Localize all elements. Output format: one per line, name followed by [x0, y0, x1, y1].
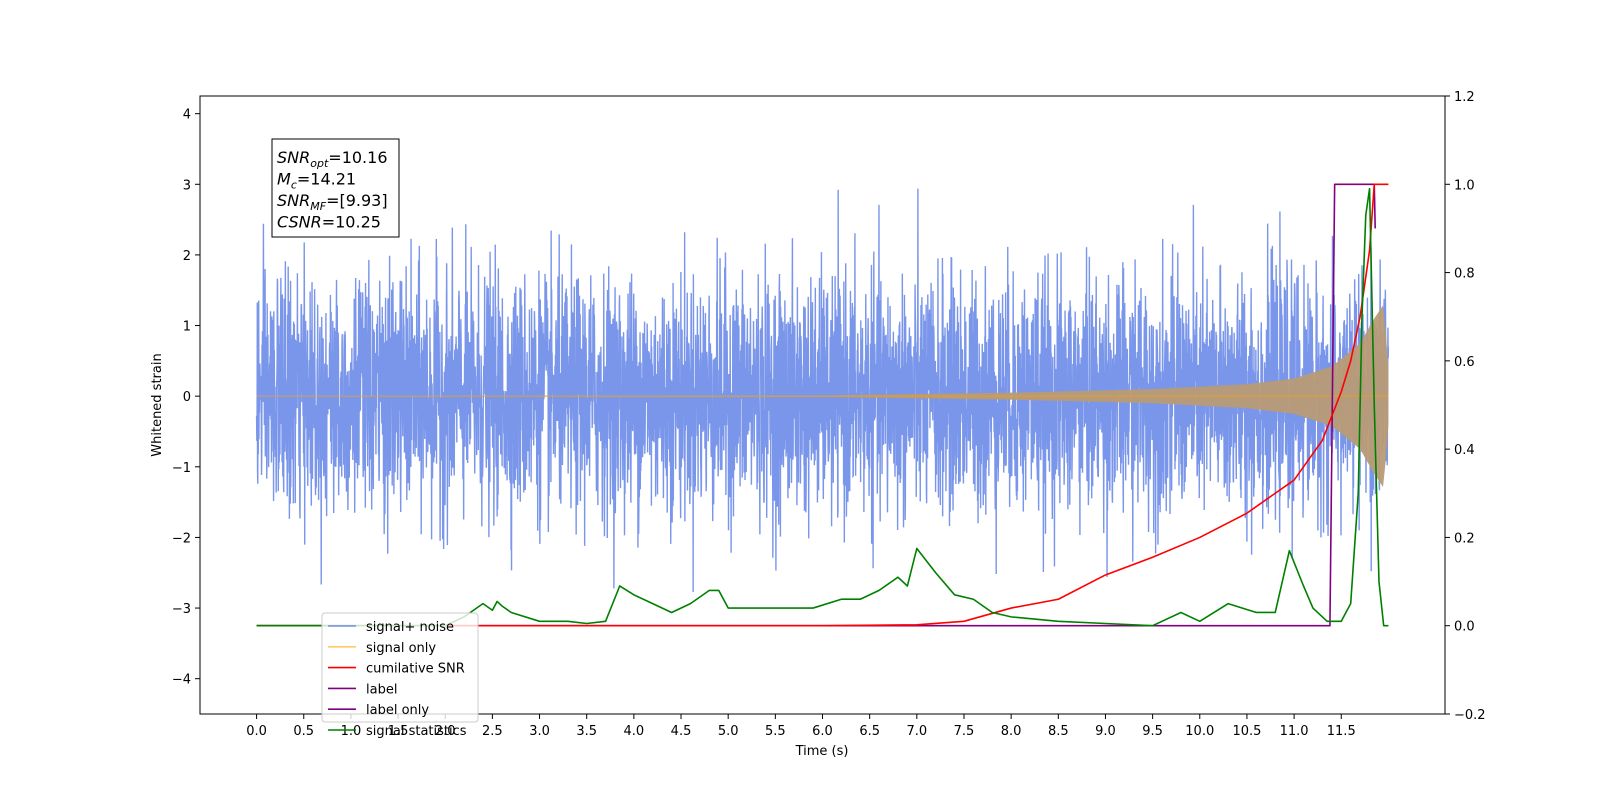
annotation-symbol: SNR [277, 148, 310, 167]
x-tick-label: 4.0 [624, 724, 645, 739]
legend: signal+ noise signal only cumilative SNR la… [321, 612, 479, 739]
annotation-subscript: MF [310, 200, 326, 213]
x-tick-label: 2.0 [435, 724, 456, 739]
legend-label: signal+ noise [366, 620, 454, 635]
annotation-line: SNRMF=[9.93] [277, 191, 388, 213]
annotation-symbol: SNR [277, 191, 310, 210]
y-tick-label: −4 [172, 673, 191, 688]
x-axis-title: Time (s) [795, 744, 849, 759]
x-tick-label: 10.5 [1232, 724, 1261, 739]
y-tick-label: 0 [183, 390, 191, 405]
x-tick-label: 1.0 [341, 724, 362, 739]
legend-label: signal statistics [366, 724, 467, 739]
annotation-subscript: opt [310, 157, 329, 170]
x-tick-label: 6.5 [859, 724, 880, 739]
x-tick-label: 11.0 [1280, 724, 1309, 739]
series-signal-plus-noise [255, 188, 1390, 593]
x-axis: 0.0 0.5 1.0 1.5 2.0 2.5 3.0 3.5 4.0 4.5 5.0 5.5 6.0 6… [246, 714, 1356, 739]
x-tick-label: 7.0 [906, 724, 927, 739]
annotation-subscript: c [291, 179, 297, 192]
x-tick-label: 10.0 [1185, 724, 1214, 739]
y-axis-right: 1.2 1.0 0.8 0.6 0.4 0.2 0.0 −0.2 [1445, 90, 1486, 723]
y2-tick-label: 1.0 [1454, 178, 1475, 193]
x-tick-label: 5.5 [765, 724, 786, 739]
y2-tick-label: −0.2 [1454, 708, 1486, 723]
y2-tick-label: 0.8 [1454, 267, 1475, 282]
y-tick-label: −1 [172, 461, 191, 476]
y-tick-label: 3 [183, 178, 191, 193]
legend-label: label only [366, 703, 429, 718]
x-tick-label: 9.0 [1095, 724, 1116, 739]
series-label [256, 183, 1376, 627]
x-tick-label: 9.5 [1142, 724, 1163, 739]
y-tick-label: −3 [172, 602, 191, 617]
annotation-box: SNRopt=10.16Mc=14.21SNRMF=[9.93]CSNR=10.… [271, 138, 400, 238]
x-tick-label: 11.5 [1327, 724, 1356, 739]
x-tick-label: 7.5 [954, 724, 975, 739]
annotation-value: =[9.93] [326, 191, 388, 210]
x-tick-label: 4.5 [671, 724, 692, 739]
annotation-symbol: M [277, 170, 291, 189]
annotation-line: SNRopt=10.16 [277, 148, 388, 170]
x-tick-label: 5.0 [718, 724, 739, 739]
y2-tick-label: 0.0 [1454, 620, 1475, 635]
legend-label: cumilative SNR [366, 662, 465, 677]
annotation-line: Mc=14.21 [277, 170, 356, 192]
x-tick-label: 2.5 [482, 724, 503, 739]
y2-tick-label: 0.4 [1454, 443, 1475, 458]
y-tick-label: 4 [183, 108, 191, 123]
annotation-value: =10.16 [328, 148, 387, 167]
annotation-frame [271, 138, 400, 238]
x-tick-label: 1.5 [388, 724, 409, 739]
y-tick-label: −2 [172, 531, 191, 546]
x-tick-label: 6.0 [812, 724, 833, 739]
annotation-value: =10.25 [322, 213, 381, 232]
y2-tick-label: 0.6 [1454, 355, 1475, 370]
annotation-line: CSNR=10.25 [277, 213, 381, 232]
series-cumilative-snr [256, 183, 1389, 627]
series-layer [255, 183, 1390, 627]
x-tick-label: 8.0 [1001, 724, 1022, 739]
annotation-symbol: CSNR [277, 213, 322, 232]
annotation-value: =14.21 [297, 170, 356, 189]
x-tick-label: 8.5 [1048, 724, 1069, 739]
x-tick-label: 0.5 [293, 724, 314, 739]
x-tick-label: 3.0 [529, 724, 550, 739]
y2-tick-label: 1.2 [1454, 90, 1475, 105]
legend-label: label [366, 682, 397, 697]
x-tick-label: 3.5 [576, 724, 597, 739]
series-signal-statistics [256, 187, 1389, 627]
x-tick-label: 0.0 [246, 724, 267, 739]
legend-label: signal only [366, 641, 436, 656]
y-tick-label: 1 [183, 320, 191, 335]
legend-frame [321, 612, 479, 723]
y-axis-title: Whitened strain [150, 353, 165, 456]
y-axis-left: 4 3 2 1 0 −1 −2 −3 −4 [172, 108, 200, 688]
y2-tick-label: 0.2 [1454, 531, 1475, 546]
y-tick-label: 2 [183, 249, 191, 264]
